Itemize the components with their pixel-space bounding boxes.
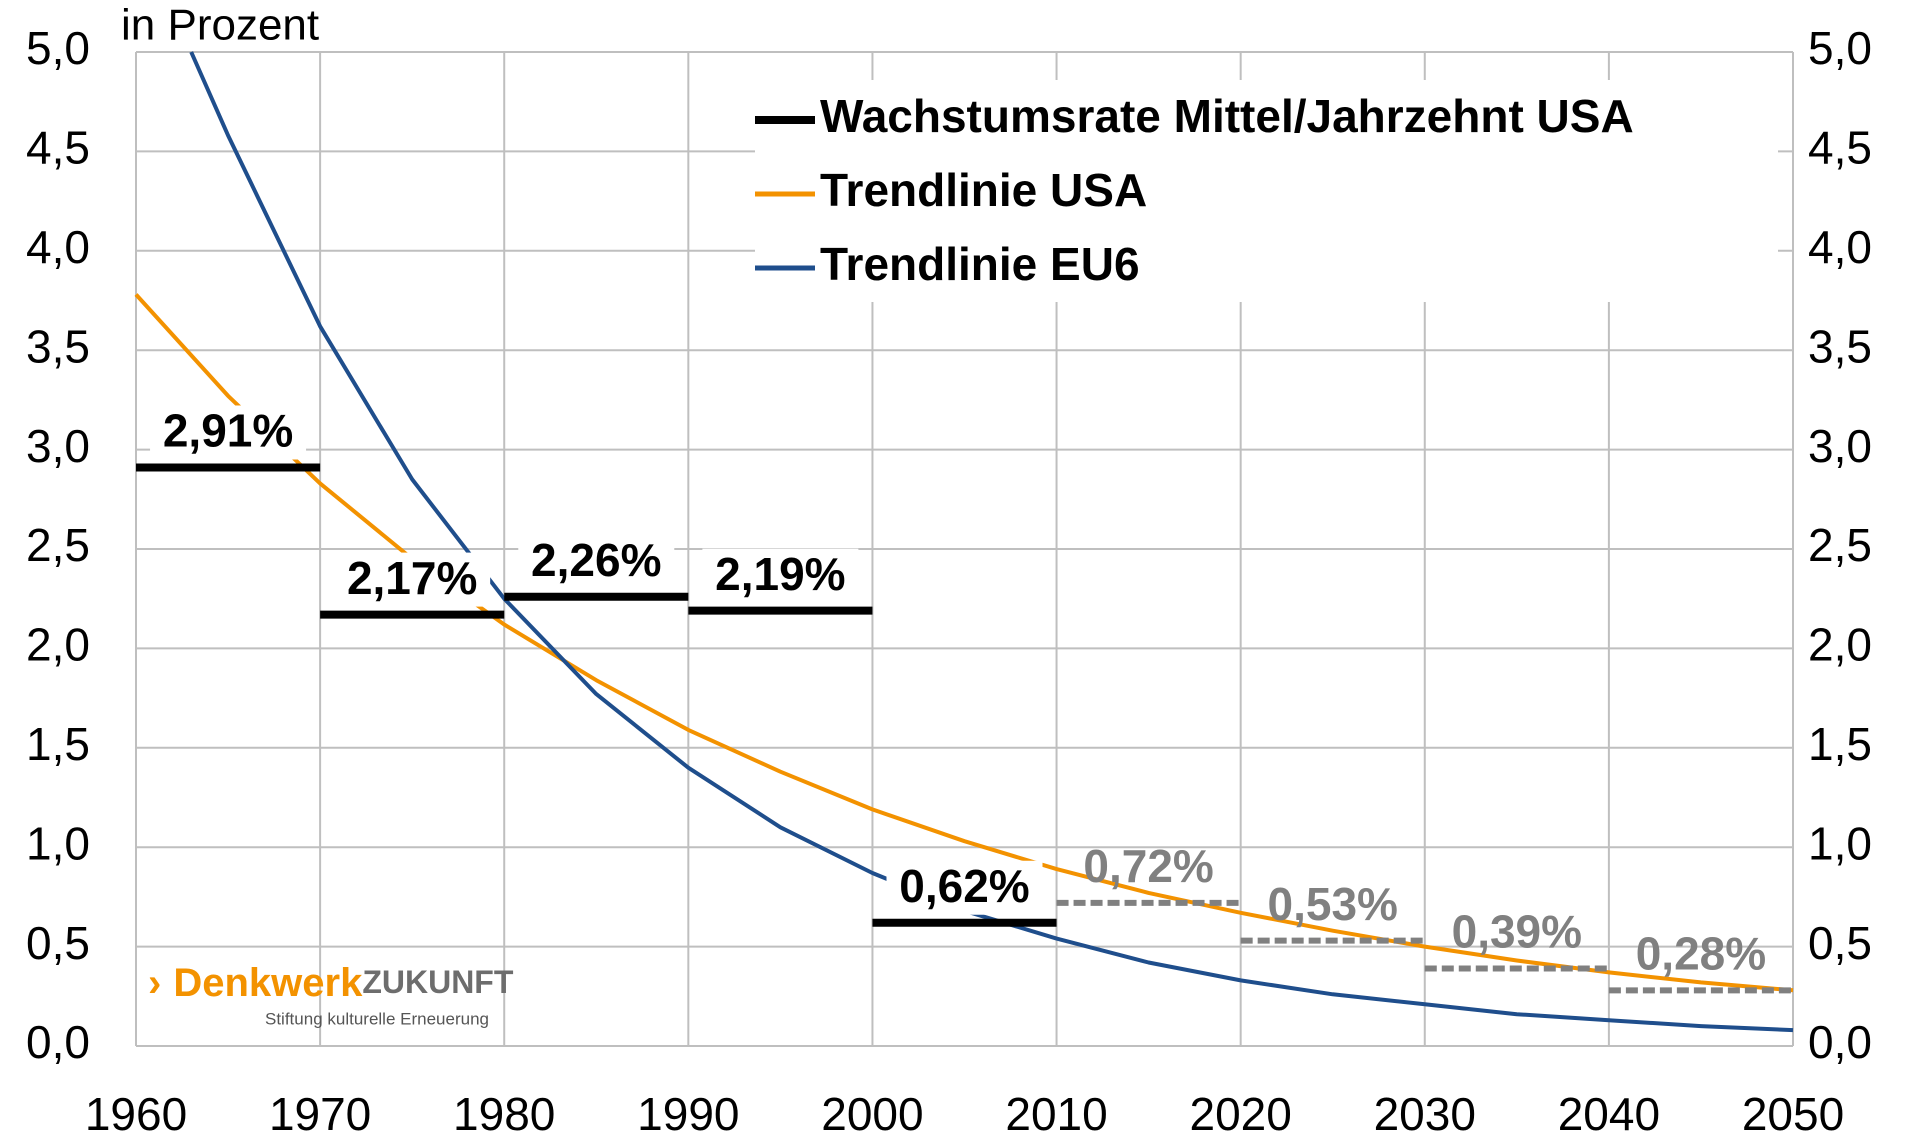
y-tick-label: 3,5 xyxy=(26,320,90,372)
y2-tick-label: 1,0 xyxy=(1808,817,1872,869)
y-tick-label: 3,0 xyxy=(26,420,90,472)
y-tick-label: 0,5 xyxy=(26,917,90,969)
legend: Wachstumsrate Mittel/Jahrzehnt USA Trendl… xyxy=(755,80,1778,302)
value-label: 0,28% xyxy=(1636,927,1766,979)
y-tick-label: 4,5 xyxy=(26,122,90,174)
y-axis-label: in Prozent xyxy=(121,1,319,50)
value-label: 0,39% xyxy=(1452,906,1582,958)
logo-tagline: Stiftung kulturelle Erneuerung xyxy=(265,1009,489,1028)
x-tick-label: 1980 xyxy=(453,1088,555,1140)
x-tick-label: 2030 xyxy=(1374,1088,1476,1140)
y-tick-label: 2,5 xyxy=(26,519,90,571)
label-background xyxy=(334,552,491,607)
y2-tick-label: 3,0 xyxy=(1808,420,1872,472)
y2-tick-label: 5,0 xyxy=(1808,22,1872,74)
y-tick-label: 1,5 xyxy=(26,718,90,770)
logo: › DenkwerkZUKUNFT Stiftung kulturelle Ern… xyxy=(148,961,514,1029)
x-tick-label: 1960 xyxy=(85,1088,187,1140)
y2-tick-label: 0,5 xyxy=(1808,917,1872,969)
x-tick-label: 2010 xyxy=(1005,1088,1107,1140)
value-label: 0,72% xyxy=(1083,840,1213,892)
y-tick-label: 5,0 xyxy=(26,22,90,74)
legend-label: Trendlinie USA xyxy=(820,164,1147,216)
value-label: 2,17% xyxy=(347,552,477,604)
y2-tick-label: 0,0 xyxy=(1808,1016,1872,1068)
value-label: 0,62% xyxy=(899,860,1029,912)
x-tick-label: 1990 xyxy=(637,1088,739,1140)
x-tick-label: 2050 xyxy=(1742,1088,1844,1140)
y-tick-label: 4,0 xyxy=(26,221,90,273)
logo-text: › DenkwerkZUKUNFT xyxy=(148,961,514,1005)
legend-label: Trendlinie EU6 xyxy=(820,238,1140,290)
y2-tick-label: 1,5 xyxy=(1808,718,1872,770)
label-background xyxy=(702,548,859,603)
y2-tick-label: 4,5 xyxy=(1808,122,1872,174)
legend-label: Wachstumsrate Mittel/Jahrzehnt USA xyxy=(820,90,1634,142)
legend-box xyxy=(755,80,1778,302)
y-tick-label: 2,0 xyxy=(26,619,90,671)
value-label: 2,26% xyxy=(531,534,661,586)
logo-arrow: › xyxy=(148,961,161,1005)
y2-tick-label: 4,0 xyxy=(1808,221,1872,273)
y2-tick-label: 2,0 xyxy=(1808,619,1872,671)
y2-tick-label: 2,5 xyxy=(1808,519,1872,571)
x-tick-label: 2040 xyxy=(1558,1088,1660,1140)
grid xyxy=(135,51,1794,1047)
label-background xyxy=(518,534,675,589)
y2-tick-label: 3,5 xyxy=(1808,320,1872,372)
label-background xyxy=(150,405,307,460)
value-label: 0,53% xyxy=(1268,878,1398,930)
x-tick-label: 2020 xyxy=(1189,1088,1291,1140)
x-tick-label: 1970 xyxy=(269,1088,371,1140)
logo-name2: ZUKUNFT xyxy=(362,964,514,1000)
label-background xyxy=(886,860,1043,915)
value-label: 2,19% xyxy=(715,548,845,600)
value-label: 2,91% xyxy=(163,405,293,457)
logo-name: Denkwerk xyxy=(173,961,363,1005)
y-tick-label: 0,0 xyxy=(26,1016,90,1068)
y-tick-label: 1,0 xyxy=(26,817,90,869)
x-tick-label: 2000 xyxy=(821,1088,923,1140)
